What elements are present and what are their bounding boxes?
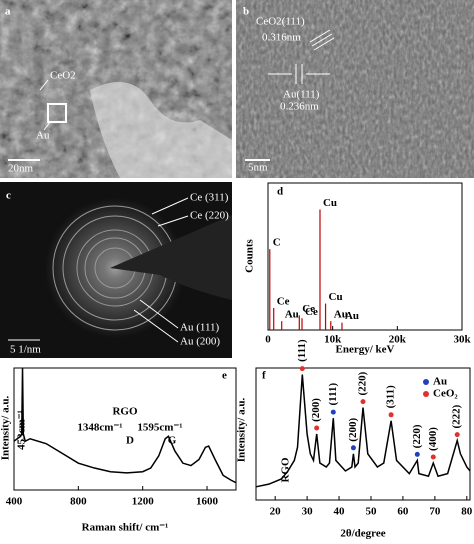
peak-label: (111) [327, 383, 339, 406]
plot-frame [255, 367, 471, 501]
peak-label: (111) [296, 339, 308, 362]
annotation: 1595cm⁻¹ [137, 422, 182, 434]
panel-label: d [277, 186, 283, 198]
x-tick-label: 40 [334, 506, 346, 518]
legend-label: CeO₂ [433, 388, 458, 400]
peak-label: (220) [357, 371, 369, 395]
x-tick-label: 30k [453, 334, 471, 346]
annotation: Au [36, 130, 50, 142]
peak-label: Ce [302, 303, 315, 315]
peak-marker [414, 451, 420, 457]
peak-label: Ce [277, 295, 290, 307]
x-tick-label: 80 [461, 506, 473, 518]
peak-marker [430, 454, 436, 460]
scale-label: 5nm [248, 162, 268, 174]
scale-label: 20nm [8, 163, 34, 175]
panel-b: b CeO2(111) 0.316nm Au(111) 0.236nm 5nm [236, 0, 474, 178]
x-tick-label: 1200 [132, 496, 155, 508]
panel-label: f [262, 370, 266, 382]
x-tick-label: 400 [6, 496, 23, 508]
beam-stop [110, 215, 232, 300]
annotation: G [168, 435, 177, 447]
peak-label: (200) [347, 418, 359, 442]
hrtem-texture [236, 0, 474, 178]
pointer [43, 121, 51, 131]
annotation: CeO2(111) [256, 16, 305, 28]
x-tick-label: 800 [70, 496, 87, 508]
panel-a: a CeO2 Au 20nm [0, 0, 232, 178]
peak-label: C [273, 237, 281, 249]
peak-label: Ce [305, 306, 318, 318]
peak-marker [388, 412, 394, 418]
x-tick-label: 10k [324, 334, 342, 346]
annotation: RGO [112, 406, 138, 418]
plot-frame [13, 367, 237, 491]
annotation: 0.316nm [262, 32, 301, 44]
peak-label: Au [345, 310, 359, 322]
ring-pointers [133, 197, 189, 343]
peak-marker [314, 425, 320, 431]
annotation: RGO [280, 457, 292, 483]
annotation: 1348cm⁻¹ [77, 422, 122, 434]
peak-label: Cu [329, 291, 343, 303]
x-tick-label: 60 [397, 506, 409, 518]
spectrum [255, 374, 471, 488]
x-tick-label: 0 [265, 334, 271, 346]
highlight-box [47, 103, 67, 123]
pointer [39, 79, 49, 91]
panel-label: c [6, 190, 11, 202]
legend-marker [423, 391, 429, 397]
fringe-marks [268, 29, 335, 84]
panel-c: c Ce (311) Ce (220) Au (111) Au (200) 5 … [0, 182, 232, 358]
plot-frame [267, 182, 463, 331]
annotation: D [126, 435, 134, 447]
spectrum [13, 367, 237, 484]
legend-marker [423, 379, 429, 385]
peak-label: Au [285, 309, 299, 321]
peak-label: (311) [385, 385, 397, 409]
x-tick-label: 50 [365, 506, 377, 518]
annotation: 0.236nm [280, 101, 319, 113]
peak-label: (222) [451, 404, 463, 428]
peak-marker [330, 409, 336, 415]
annotation: Au (111) [180, 322, 220, 334]
x-axis-label: 2θ/degree [340, 528, 385, 540]
legend-label: Au [433, 376, 447, 388]
annotation: CeO2 [50, 70, 76, 82]
y-axis-label: Intensity/ a.u. [0, 396, 12, 461]
x-tick-label: 20 [270, 506, 282, 518]
background-region [90, 82, 232, 178]
annotation: Au(111) [283, 89, 320, 101]
x-tick-label: 30 [302, 506, 314, 518]
x-tick-label: 1600 [196, 496, 219, 508]
y-axis-label: Counts [244, 238, 256, 272]
x-tick-label: 70 [429, 506, 441, 518]
scale-label: 5 1/nm [10, 344, 41, 356]
peak-marker [360, 399, 366, 405]
peak-label: Au [334, 309, 348, 321]
annotation: Ce (220) [190, 210, 229, 222]
panel-label: a [5, 6, 11, 18]
annotation: Ce (311) [190, 192, 229, 204]
x-tick-label: 20k [389, 334, 407, 346]
peak-label: (200) [310, 398, 322, 422]
peak-marker [299, 366, 305, 372]
peak-label: (400) [427, 427, 439, 451]
panel-label: b [243, 6, 249, 18]
x-axis-label: Raman shift/ cm⁻¹ [82, 522, 169, 534]
panel-label: e [222, 370, 227, 382]
peak-label: (220) [411, 424, 423, 448]
annotation: Au (200) [180, 336, 220, 348]
y-axis-label: Intensity/ a.u. [236, 398, 248, 463]
x-axis-label: Energy/ keV [336, 344, 395, 356]
peak-label: Cu [323, 197, 337, 209]
peak-marker [350, 445, 356, 451]
peak-marker [454, 432, 460, 438]
